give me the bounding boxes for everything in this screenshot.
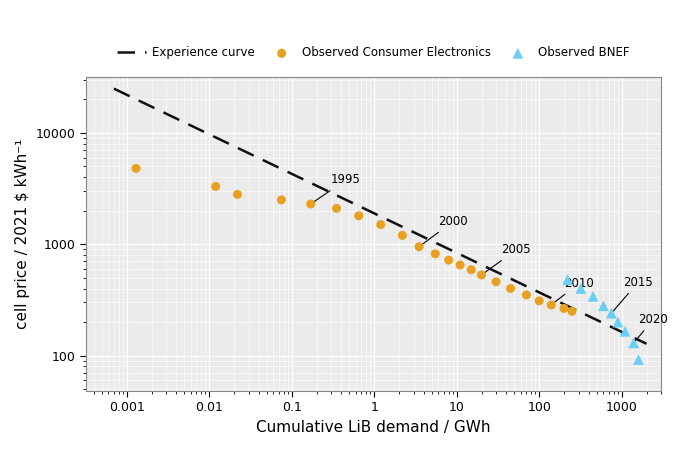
Experience curve bbox=[112, 87, 120, 92]
Observed BNEF bbox=[612, 319, 623, 326]
Line: Experience curve: Experience curve bbox=[114, 89, 647, 344]
Text: 2015: 2015 bbox=[613, 275, 653, 311]
Observed BNEF bbox=[562, 276, 573, 284]
Observed Consumer Electronics bbox=[505, 285, 516, 292]
Observed Consumer Electronics bbox=[60, 153, 71, 160]
Text: 2000: 2000 bbox=[421, 215, 468, 245]
X-axis label: Cumulative LiB demand / GWh: Cumulative LiB demand / GWh bbox=[256, 420, 490, 435]
Observed Consumer Electronics bbox=[443, 256, 454, 264]
Legend: Experience curve, Observed Consumer Electronics, Observed BNEF: Experience curve, Observed Consumer Elec… bbox=[112, 42, 635, 64]
Observed Consumer Electronics bbox=[466, 266, 477, 273]
Observed BNEF bbox=[620, 328, 631, 335]
Y-axis label: cell price / 2021 $ kWh⁻¹: cell price / 2021 $ kWh⁻¹ bbox=[15, 139, 30, 329]
Observed BNEF bbox=[633, 356, 644, 363]
Observed Consumer Electronics bbox=[476, 271, 487, 279]
Text: 2020: 2020 bbox=[636, 313, 669, 341]
Observed Consumer Electronics bbox=[546, 302, 557, 309]
Observed Consumer Electronics bbox=[131, 165, 142, 172]
Observed Consumer Electronics bbox=[375, 221, 386, 228]
Observed Consumer Electronics bbox=[521, 291, 532, 298]
Observed Consumer Electronics bbox=[566, 308, 577, 315]
Observed BNEF bbox=[588, 293, 599, 300]
Text: 1995: 1995 bbox=[313, 174, 361, 203]
Experience curve bbox=[559, 301, 567, 306]
Experience curve bbox=[593, 317, 601, 323]
Observed Consumer Electronics bbox=[534, 297, 545, 305]
Experience curve bbox=[436, 242, 444, 248]
Text: 2010: 2010 bbox=[553, 277, 594, 303]
Experience curve bbox=[643, 341, 651, 346]
Experience curve bbox=[427, 238, 435, 243]
Experience curve bbox=[110, 86, 118, 91]
Observed Consumer Electronics bbox=[232, 191, 243, 198]
Experience curve bbox=[425, 237, 434, 243]
Text: 2005: 2005 bbox=[484, 243, 531, 273]
Observed Consumer Electronics bbox=[490, 278, 501, 285]
Observed BNEF bbox=[606, 310, 617, 317]
Observed Consumer Electronics bbox=[331, 205, 342, 212]
Observed Consumer Electronics bbox=[306, 200, 316, 207]
Observed Consumer Electronics bbox=[414, 243, 425, 250]
Observed Consumer Electronics bbox=[276, 196, 287, 203]
Observed Consumer Electronics bbox=[455, 261, 466, 269]
Observed BNEF bbox=[575, 285, 586, 292]
Observed Consumer Electronics bbox=[353, 212, 364, 220]
Observed BNEF bbox=[598, 302, 609, 309]
Text: 1991: 1991 bbox=[0, 449, 1, 450]
Observed Consumer Electronics bbox=[429, 250, 440, 257]
Observed Consumer Electronics bbox=[210, 183, 221, 190]
Observed Consumer Electronics bbox=[397, 232, 408, 239]
Observed BNEF bbox=[628, 339, 639, 346]
Observed Consumer Electronics bbox=[558, 305, 569, 312]
